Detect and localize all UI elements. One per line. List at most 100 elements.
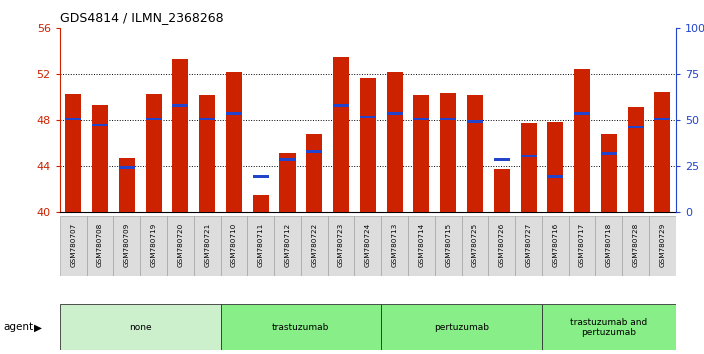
Bar (333, 57, 349, 212)
Bar (386, 112, 403, 115)
Bar (140, 216, 167, 276)
Bar (547, 121, 563, 212)
Bar (146, 118, 162, 120)
Bar (60, 304, 220, 350)
Bar (601, 134, 617, 212)
Text: GSM780709: GSM780709 (124, 223, 130, 267)
Bar (146, 94, 162, 212)
Bar (435, 216, 462, 276)
Bar (467, 95, 483, 212)
Bar (220, 216, 247, 276)
Bar (574, 112, 590, 115)
Bar (596, 216, 622, 276)
Bar (113, 216, 140, 276)
Bar (360, 115, 376, 118)
Text: GSM780720: GSM780720 (177, 223, 183, 267)
Bar (333, 104, 349, 107)
Bar (569, 216, 596, 276)
Bar (199, 95, 215, 212)
Bar (628, 126, 643, 129)
Bar (542, 216, 569, 276)
Bar (253, 195, 269, 212)
Bar (327, 216, 354, 276)
Bar (649, 216, 676, 276)
Bar (382, 216, 408, 276)
Text: trastuzumab and
pertuzumab: trastuzumab and pertuzumab (570, 318, 648, 337)
Bar (279, 158, 296, 161)
Text: GSM780716: GSM780716 (553, 223, 558, 267)
Bar (87, 216, 113, 276)
Bar (279, 153, 296, 212)
Bar (354, 216, 382, 276)
Bar (220, 304, 382, 350)
Bar (92, 105, 108, 212)
Text: GSM780721: GSM780721 (204, 223, 210, 267)
Bar (520, 155, 536, 157)
Bar (65, 118, 81, 120)
Bar (601, 152, 617, 155)
Bar (360, 78, 376, 212)
Text: pertuzumab: pertuzumab (434, 323, 489, 332)
Bar (622, 216, 649, 276)
Bar (462, 216, 489, 276)
Text: GSM780726: GSM780726 (498, 223, 505, 267)
Bar (60, 216, 87, 276)
Text: GSM780707: GSM780707 (70, 223, 76, 267)
Bar (542, 304, 676, 350)
Bar (655, 118, 670, 120)
Text: GSM780715: GSM780715 (445, 223, 451, 267)
Text: trastuzumab: trastuzumab (272, 323, 329, 332)
Bar (547, 175, 563, 178)
Bar (515, 216, 542, 276)
Bar (306, 134, 322, 212)
Bar (440, 118, 456, 120)
Text: GSM780714: GSM780714 (418, 223, 425, 267)
Text: ▶: ▶ (34, 322, 42, 332)
Text: GSM780724: GSM780724 (365, 223, 371, 267)
Text: GSM780713: GSM780713 (391, 223, 398, 267)
Text: GSM780717: GSM780717 (579, 223, 585, 267)
Text: GSM780725: GSM780725 (472, 223, 478, 267)
Text: GSM780718: GSM780718 (606, 223, 612, 267)
Bar (226, 72, 242, 212)
Bar (467, 120, 483, 123)
Bar (247, 216, 274, 276)
Bar (520, 123, 536, 212)
Text: GSM780708: GSM780708 (97, 223, 103, 267)
Bar (489, 216, 515, 276)
Bar (628, 107, 643, 212)
Bar (226, 112, 242, 115)
Text: GSM780729: GSM780729 (660, 223, 665, 267)
Text: GSM780728: GSM780728 (633, 223, 639, 267)
Text: none: none (129, 323, 151, 332)
Bar (92, 124, 108, 126)
Text: agent: agent (4, 322, 34, 332)
Bar (494, 169, 510, 212)
Bar (172, 59, 189, 212)
Bar (194, 216, 220, 276)
Bar (655, 92, 670, 212)
Bar (408, 216, 435, 276)
Text: GSM780719: GSM780719 (151, 223, 156, 267)
Text: GSM780727: GSM780727 (525, 223, 532, 267)
Text: GSM780710: GSM780710 (231, 223, 237, 267)
Bar (301, 216, 327, 276)
Bar (494, 158, 510, 161)
Bar (253, 175, 269, 178)
Bar (382, 304, 542, 350)
Bar (440, 93, 456, 212)
Bar (413, 118, 429, 120)
Text: GSM780711: GSM780711 (258, 223, 264, 267)
Bar (119, 158, 135, 212)
Bar (119, 166, 135, 169)
Text: GSM780712: GSM780712 (284, 223, 291, 267)
Bar (167, 216, 194, 276)
Bar (306, 150, 322, 153)
Bar (199, 118, 215, 120)
Text: GDS4814 / ILMN_2368268: GDS4814 / ILMN_2368268 (60, 11, 223, 24)
Bar (172, 104, 189, 107)
Text: GSM780723: GSM780723 (338, 223, 344, 267)
Bar (574, 69, 590, 212)
Bar (386, 72, 403, 212)
Bar (65, 94, 81, 212)
